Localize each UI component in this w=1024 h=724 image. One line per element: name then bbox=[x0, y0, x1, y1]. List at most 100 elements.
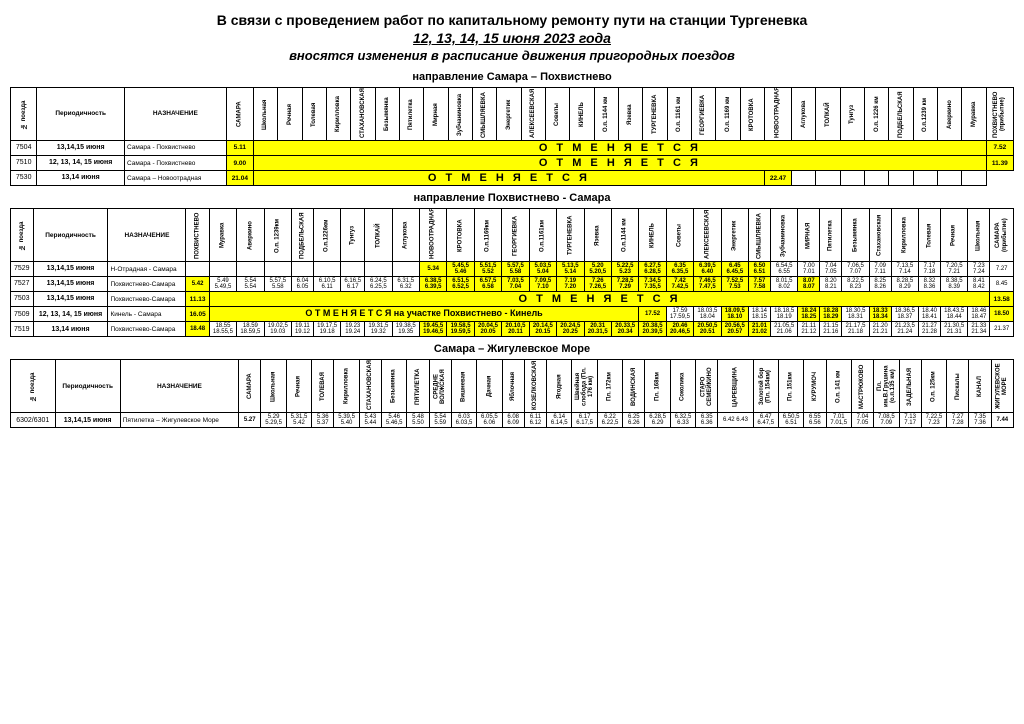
station-header: КРОТОВКА bbox=[740, 88, 764, 141]
station-header: САМАРА bbox=[226, 88, 253, 141]
station-header: ЗАДЕЛЬНАЯ bbox=[899, 360, 921, 413]
station-header: Безымянка bbox=[842, 209, 869, 262]
col-dest: НАЗНАЧЕНИЕ bbox=[120, 360, 238, 413]
station-header: САМАРА bbox=[239, 360, 261, 413]
table-row: 750912, 13, 14, 15 июняКинель - Самара16… bbox=[11, 307, 1014, 322]
station-header: О.п. 1239км bbox=[264, 209, 291, 262]
station-header: О.п. 141 км bbox=[826, 360, 851, 413]
station-header: КИНЕЛЬ bbox=[639, 209, 666, 262]
station-header: О.п. 1169 км bbox=[716, 88, 740, 141]
station-header: МИРНАЯ bbox=[798, 209, 820, 262]
station-header: ПОДБЕЛЬСКАЯ bbox=[889, 88, 913, 141]
station-header: О.п.1239 км bbox=[913, 88, 937, 141]
station-header: Аглукова bbox=[392, 209, 419, 262]
station-header: ПЯТИЛЕТКА bbox=[407, 360, 429, 413]
station-header: О.п.1144 км bbox=[611, 209, 638, 262]
station-header: ТОЛКАЙ bbox=[365, 209, 392, 262]
station-header: Толевая bbox=[919, 209, 941, 262]
station-header: О.п.1169км bbox=[474, 209, 501, 262]
station-header: ЖИГУЛЕВСКОЕ МОРЕ bbox=[991, 360, 1013, 413]
station-header: Пятилетка bbox=[399, 88, 423, 141]
station-header: СТАХАНОВСКАЯ bbox=[359, 360, 381, 413]
station-header: Тунгуз bbox=[341, 209, 365, 262]
station-header: КУРУМОЧ bbox=[804, 360, 826, 413]
col-train: № поезда bbox=[11, 88, 37, 141]
station-header: О.п.1161км bbox=[529, 209, 556, 262]
station-header: НОВООТРАДНАЯ bbox=[764, 88, 791, 141]
station-header: АЛЕКСЕЕВСКАЯ bbox=[521, 88, 545, 141]
station-header: Кирилловка bbox=[891, 209, 918, 262]
header-line3: вносятся изменения в расписание движения… bbox=[10, 48, 1014, 63]
table-row: 750313,14,15 июняПохвистнево-Самара11.13… bbox=[11, 292, 1014, 307]
station-header: СМЫШЛЯЕВКА bbox=[749, 209, 771, 262]
station-header: ТУРГЕНЕВКА bbox=[557, 209, 584, 262]
station-header: Пл. им.В.Грушина (о.п.135 км) bbox=[874, 360, 899, 413]
station-header: О.п. 1226 км bbox=[865, 88, 889, 141]
station-header: КРОТОВКА bbox=[447, 209, 474, 262]
station-header: ПОХВИСТНЕВО (прибытие) bbox=[986, 88, 1013, 141]
station-header: О.п. 1144 км bbox=[594, 88, 618, 141]
station-header: Школьная bbox=[968, 209, 990, 262]
station-header: О.п. 125км bbox=[921, 360, 946, 413]
station-header: Муравка bbox=[209, 209, 236, 262]
station-header: Речная bbox=[286, 360, 311, 413]
station-header: Пл. 151км bbox=[778, 360, 803, 413]
station-header: Пл. 168км bbox=[645, 360, 670, 413]
station-header: Кирилловка bbox=[334, 360, 359, 413]
station-header: ГЕОРГИЕВКА bbox=[502, 209, 529, 262]
station-header: Вишневая bbox=[451, 360, 476, 413]
table-row: 6302/630113,14,15 июняПятилетка – Жигуле… bbox=[11, 413, 1014, 428]
station-header: ЦАРЕВЩИНА bbox=[718, 360, 753, 413]
table-3: № поездаПериодичностьНАЗНАЧЕНИЕСАМАРАШко… bbox=[10, 359, 1014, 428]
col-period: Периодичность bbox=[33, 209, 108, 262]
station-header: ТОЛКАЙ bbox=[816, 88, 840, 141]
station-header: НОВООТРАДНАЯ bbox=[419, 209, 446, 262]
station-header: Школьная bbox=[261, 360, 286, 413]
station-header: КИНЕЛЬ bbox=[570, 88, 594, 141]
station-header: КОЗЕЛКОВСКАЯ bbox=[524, 360, 546, 413]
station-header: ТУРГЕНЕВКА bbox=[643, 88, 667, 141]
station-header: Аглукова bbox=[792, 88, 816, 141]
station-header: АЛЕКСЕЕВСКАЯ bbox=[694, 209, 721, 262]
col-period: Периодичность bbox=[37, 88, 125, 141]
station-header: Пл. 172км bbox=[597, 360, 622, 413]
station-header: Тунгуз bbox=[840, 88, 864, 141]
table-row: 752913,14,15 июняН-Отрадная - Самара5.34… bbox=[11, 262, 1014, 277]
station-header: МАСТРЮКОВО bbox=[851, 360, 873, 413]
station-header: Зубчаниновка bbox=[448, 88, 472, 141]
header-line1: В связи с проведением работ по капитальн… bbox=[10, 12, 1014, 28]
station-header: ВОДИНСКАЯ bbox=[623, 360, 645, 413]
station-header: Яблочная bbox=[502, 360, 524, 413]
station-header: СМЫШЛЯЕВКА bbox=[472, 88, 496, 141]
station-header: Аверкино bbox=[237, 209, 264, 262]
station-header: СРЕДНЕ ВОЛЖСКАЯ bbox=[429, 360, 451, 413]
station-header: Золотой бор (Пл. 154км) bbox=[753, 360, 778, 413]
station-header: Язевка bbox=[584, 209, 611, 262]
col-train: № поезда bbox=[11, 360, 56, 413]
station-header: Речная bbox=[278, 88, 302, 141]
table-row: 753013,14 июняСамара – Новоотрадная21.04… bbox=[11, 171, 1014, 186]
station-header: Швейная слобода (Пл. 176 км) bbox=[572, 360, 597, 413]
station-header: Стахановская bbox=[869, 209, 891, 262]
table-row: 750413,14,15 июняСамара - Похвистнево5.1… bbox=[11, 141, 1014, 156]
station-header: ТОЛЕВАЯ bbox=[312, 360, 334, 413]
station-header: СТАРО СЕМЕЙКИНО bbox=[696, 360, 718, 413]
station-header: Зубчаниновка bbox=[770, 209, 797, 262]
station-header: Мирная bbox=[424, 88, 448, 141]
col-dest: НАЗНАЧЕНИЕ bbox=[124, 88, 226, 141]
table-row: 751913,14 июняПохвистнево-Самара18.4818.… bbox=[11, 322, 1014, 337]
col-dest: НАЗНАЧЕНИЕ bbox=[108, 209, 186, 262]
station-header: САМАРА (прибытие) bbox=[990, 209, 1014, 262]
station-header: Советы bbox=[666, 209, 693, 262]
station-header: ГЕОРГИЕВКА bbox=[691, 88, 715, 141]
station-header: КАНАЛ bbox=[969, 360, 991, 413]
station-header: ПОДБЕЛЬСКАЯ bbox=[292, 209, 314, 262]
col-period: Периодичность bbox=[55, 360, 120, 413]
station-header: Советы bbox=[545, 88, 569, 141]
station-header: Соколика bbox=[670, 360, 695, 413]
station-header: Пятилетка bbox=[820, 209, 842, 262]
station-header: ПОХВИСТНЕВО bbox=[186, 209, 209, 262]
station-header: Энергетик bbox=[721, 209, 748, 262]
table-2: № поездаПериодичностьНАЗНАЧЕНИЕПОХВИСТНЕ… bbox=[10, 208, 1014, 337]
direction-1: направление Самара – Похвистнево bbox=[10, 71, 1014, 83]
